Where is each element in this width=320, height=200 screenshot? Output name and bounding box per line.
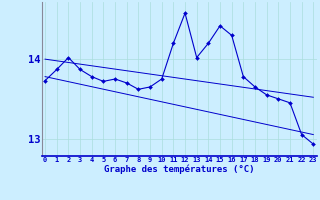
X-axis label: Graphe des températures (°C): Graphe des températures (°C) [104,165,254,174]
